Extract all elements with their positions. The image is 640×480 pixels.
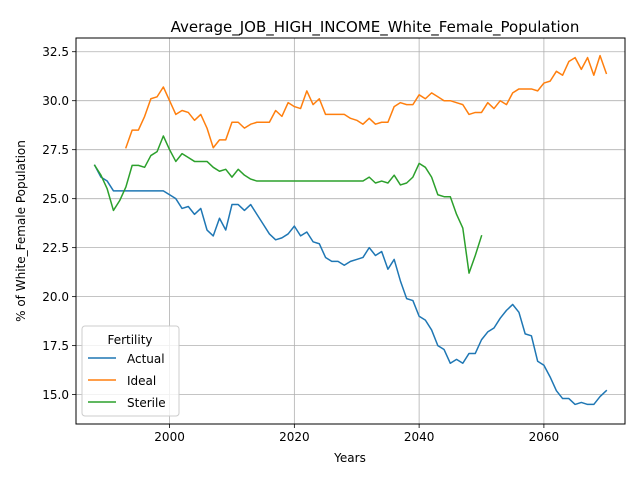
legend-label-ideal: Ideal bbox=[127, 374, 156, 388]
y-tick-label: 25.0 bbox=[42, 192, 69, 206]
x-axis: 2000 2020 2040 2060 bbox=[154, 424, 559, 444]
series-line-sterile bbox=[93, 135, 483, 274]
plot-area-frame bbox=[75, 37, 626, 425]
y-axis-label: % of White_Female Population bbox=[14, 140, 28, 322]
y-axis: 15.0 17.5 20.0 22.5 25.0 27.5 30.0 32.5 bbox=[42, 45, 76, 402]
y-tick-label: 15.0 bbox=[42, 388, 69, 402]
legend-label-actual: Actual bbox=[127, 352, 165, 366]
y-tick-label: 32.5 bbox=[42, 45, 69, 59]
x-axis-label: Years bbox=[333, 451, 366, 465]
legend-label-sterile: Sterile bbox=[127, 396, 166, 410]
series-line-ideal bbox=[124, 54, 608, 149]
x-tick-label: 2020 bbox=[279, 430, 310, 444]
y-tick-label: 30.0 bbox=[42, 94, 69, 108]
series-layer bbox=[93, 54, 608, 406]
x-tick-label: 2040 bbox=[404, 430, 435, 444]
y-tick-label: 22.5 bbox=[42, 241, 69, 255]
y-tick-label: 20.0 bbox=[42, 290, 69, 304]
y-tick-label: 17.5 bbox=[42, 339, 69, 353]
series-line-actual bbox=[93, 164, 608, 406]
x-tick-label: 2060 bbox=[529, 430, 560, 444]
legend-frame bbox=[81, 325, 180, 417]
y-tick-label: 27.5 bbox=[42, 143, 69, 157]
legend: Fertility Actual Ideal Sterile bbox=[81, 325, 180, 417]
legend-title: Fertility bbox=[107, 333, 152, 347]
x-tick-label: 2000 bbox=[154, 430, 185, 444]
chart-title: Average_JOB_HIGH_INCOME_White_Female_Pop… bbox=[171, 18, 580, 37]
